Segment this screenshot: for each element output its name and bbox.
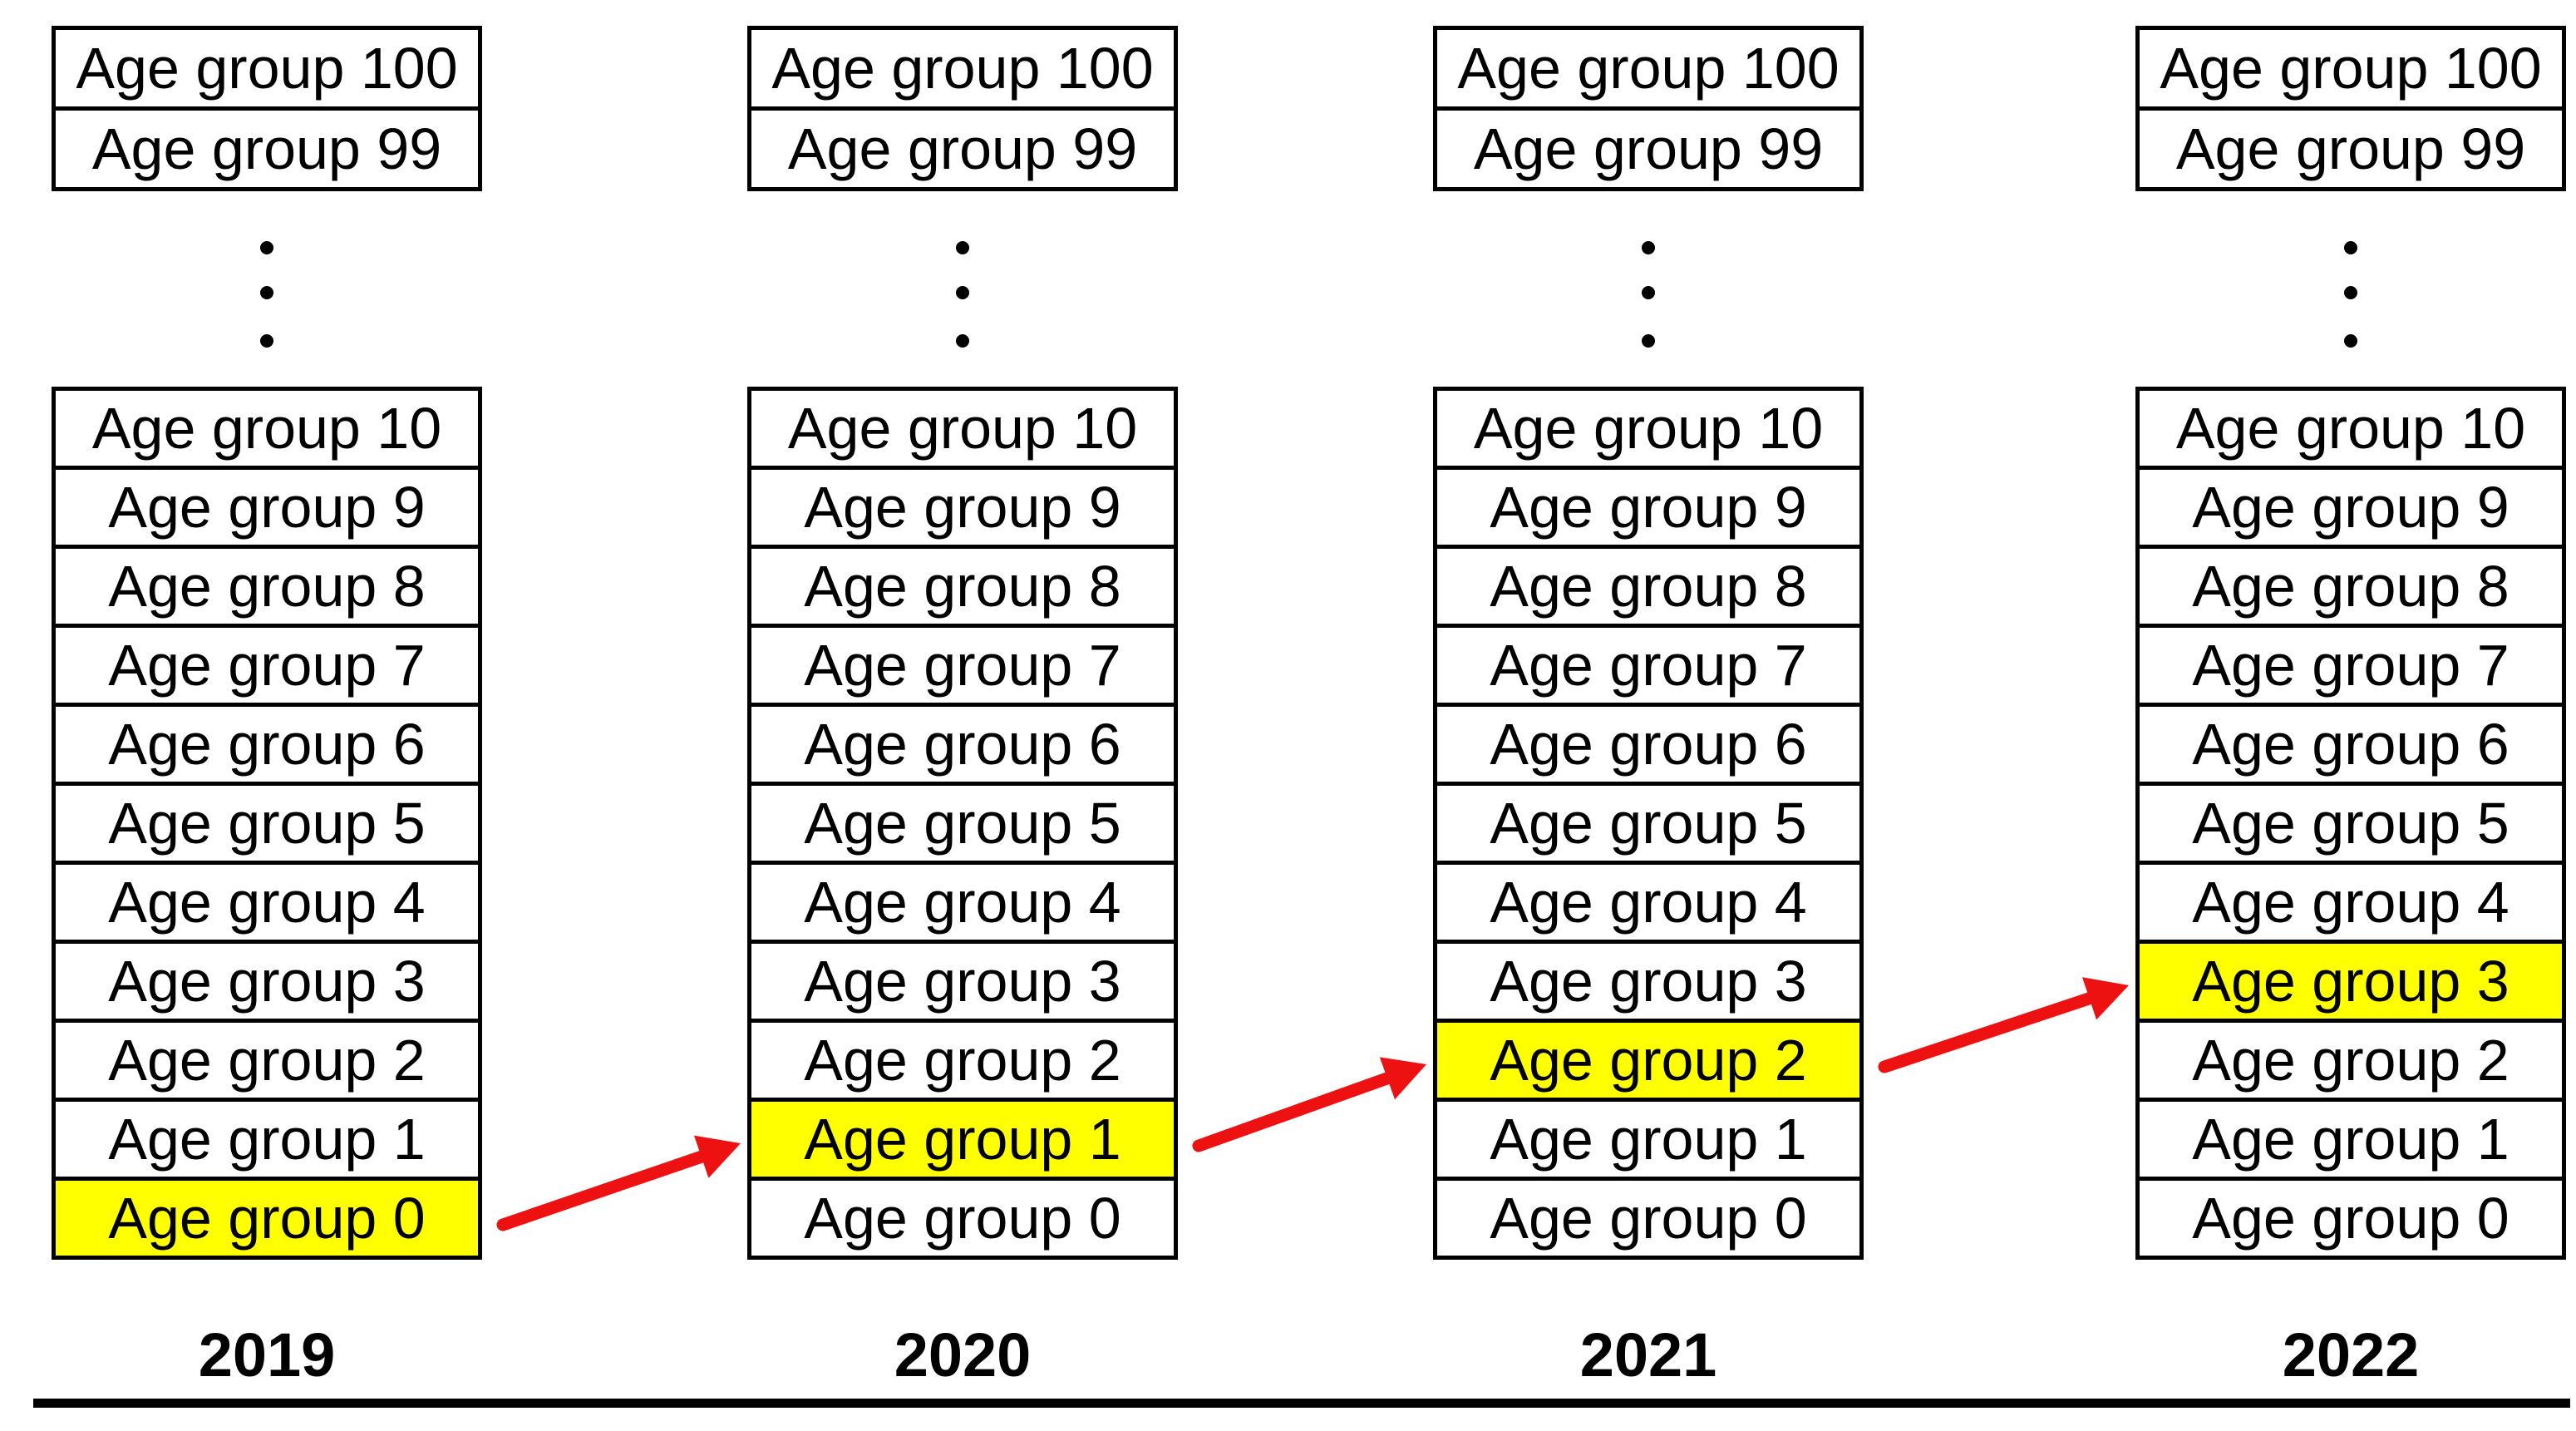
upper-age-groups-box: Age group 100 Age group 99	[2135, 26, 2566, 191]
age-group-row: Age group 100	[751, 30, 1174, 106]
age-group-row: Age group 10	[751, 391, 1174, 466]
age-group-row-highlighted: Age group 2	[1437, 1019, 1859, 1098]
age-group-row: Age group 6	[1437, 703, 1859, 782]
age-group-row: Age group 1	[1437, 1098, 1859, 1177]
age-group-row: Age group 1	[56, 1098, 478, 1177]
ellipsis-dot	[1642, 334, 1655, 348]
ellipsis-dot	[2344, 241, 2357, 254]
age-group-row: Age group 99	[751, 106, 1174, 187]
age-group-row: Age group 6	[751, 703, 1174, 782]
year-label: 2019	[198, 1320, 336, 1389]
age-group-row: Age group 2	[751, 1019, 1174, 1098]
age-group-row: Age group 1	[2140, 1098, 2562, 1177]
age-group-row: Age group 0	[751, 1177, 1174, 1256]
age-group-row: Age group 4	[56, 861, 478, 940]
age-group-row: Age group 99	[56, 106, 478, 187]
age-group-row: Age group 7	[1437, 624, 1859, 703]
age-group-row: Age group 3	[56, 940, 478, 1019]
ellipsis-dot	[260, 286, 273, 299]
age-group-row: Age group 10	[1437, 391, 1859, 466]
ellipsis-dot	[260, 334, 273, 348]
age-group-row: Age group 10	[2140, 391, 2562, 466]
age-group-row: Age group 9	[2140, 466, 2562, 545]
upper-age-groups-box: Age group 100 Age group 99	[747, 26, 1178, 191]
age-group-row: Age group 8	[751, 545, 1174, 624]
age-group-row: Age group 7	[2140, 624, 2562, 703]
lower-age-groups-box: Age group 10 Age group 9 Age group 8 Age gr…	[52, 387, 482, 1260]
age-group-row-highlighted: Age group 0	[56, 1177, 478, 1256]
age-group-row: Age group 9	[1437, 466, 1859, 545]
age-group-row-highlighted: Age group 1	[751, 1098, 1174, 1177]
transition-arrow	[1878, 977, 2129, 1073]
ellipsis-dot	[1642, 286, 1655, 299]
age-group-row: Age group 7	[751, 624, 1174, 703]
age-group-row: Age group 10	[56, 391, 478, 466]
age-group-row: Age group 5	[2140, 782, 2562, 861]
ellipsis-dot	[2344, 334, 2357, 348]
upper-age-groups-box: Age group 100 Age group 99	[1433, 26, 1864, 191]
age-group-row: Age group 100	[2140, 30, 2562, 106]
ellipsis-dot	[2344, 286, 2357, 299]
age-group-row: Age group 100	[1437, 30, 1859, 106]
age-group-row: Age group 0	[2140, 1177, 2562, 1256]
age-group-row: Age group 4	[1437, 861, 1859, 940]
age-group-row: Age group 2	[2140, 1019, 2562, 1098]
upper-age-groups-box: Age group 100 Age group 99	[52, 26, 482, 191]
age-group-row: Age group 99	[2140, 106, 2562, 187]
year-label: 2020	[894, 1320, 1032, 1389]
age-group-row: Age group 99	[1437, 106, 1859, 187]
age-group-row: Age group 7	[56, 624, 478, 703]
baseline	[33, 1399, 2570, 1408]
ellipsis-dot	[260, 241, 273, 254]
age-group-row: Age group 4	[751, 861, 1174, 940]
age-group-row: Age group 8	[1437, 545, 1859, 624]
year-label: 2021	[1579, 1320, 1717, 1389]
age-group-row: Age group 6	[2140, 703, 2562, 782]
age-group-row: Age group 3	[1437, 940, 1859, 1019]
age-group-row: Age group 5	[751, 782, 1174, 861]
ellipsis-dot	[956, 334, 969, 348]
age-group-row: Age group 5	[56, 782, 478, 861]
age-group-row: Age group 5	[1437, 782, 1859, 861]
year-label: 2022	[2282, 1320, 2420, 1389]
transition-arrow	[1192, 1057, 1426, 1152]
lower-age-groups-box: Age group 10 Age group 9 Age group 8 Age gr…	[1433, 387, 1864, 1260]
ellipsis-dot	[956, 241, 969, 254]
transition-arrow	[496, 1135, 741, 1231]
age-group-row: Age group 6	[56, 703, 478, 782]
age-group-row: Age group 9	[56, 466, 478, 545]
age-group-row: Age group 8	[56, 545, 478, 624]
ellipsis-dot	[956, 286, 969, 299]
age-group-row: Age group 0	[1437, 1177, 1859, 1256]
age-group-row: Age group 100	[56, 30, 478, 106]
lower-age-groups-box: Age group 10 Age group 9 Age group 8 Age gr…	[747, 387, 1178, 1260]
age-group-row: Age group 4	[2140, 861, 2562, 940]
age-group-row: Age group 8	[2140, 545, 2562, 624]
age-group-row-highlighted: Age group 3	[2140, 940, 2562, 1019]
age-group-row: Age group 3	[751, 940, 1174, 1019]
age-group-row: Age group 9	[751, 466, 1174, 545]
ellipsis-dot	[1642, 241, 1655, 254]
age-group-row: Age group 2	[56, 1019, 478, 1098]
lower-age-groups-box: Age group 10 Age group 9 Age group 8 Age gr…	[2135, 387, 2566, 1260]
